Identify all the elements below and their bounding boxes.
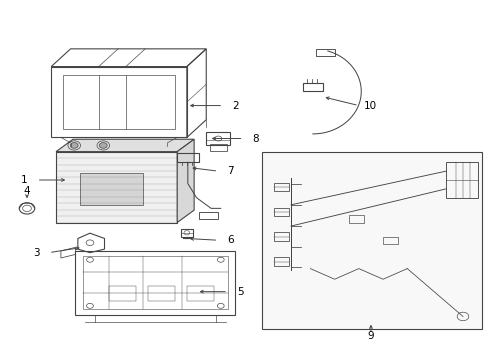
Bar [210,144,226,151]
Bar [199,212,219,219]
Text: 6: 6 [227,235,234,246]
Bar [274,257,289,266]
Text: 8: 8 [252,134,259,144]
Polygon shape [177,139,194,222]
Text: 10: 10 [364,101,377,111]
Text: 7: 7 [227,166,234,176]
Circle shape [99,143,107,148]
Text: 2: 2 [232,100,239,111]
Bar [303,82,322,91]
Bar [83,256,228,309]
Text: 1: 1 [21,175,28,185]
Bar [262,152,482,329]
Circle shape [71,143,78,148]
Bar [446,162,478,198]
Bar [187,286,214,301]
Bar [177,153,199,162]
Bar [206,132,230,145]
Bar [109,286,136,301]
Bar [51,67,187,138]
Bar [80,173,143,205]
Bar [75,251,235,315]
Bar [349,215,364,222]
Text: 4: 4 [24,186,30,195]
Bar [274,233,289,241]
Bar [63,76,175,129]
Bar [181,229,193,237]
Text: 9: 9 [368,331,374,341]
Text: 5: 5 [237,287,244,297]
Bar [316,49,335,56]
Bar [148,286,175,301]
Text: 3: 3 [34,248,40,258]
Bar [274,208,289,216]
Polygon shape [56,139,194,152]
Bar [383,237,397,244]
Bar [56,152,177,222]
Bar [274,183,289,192]
